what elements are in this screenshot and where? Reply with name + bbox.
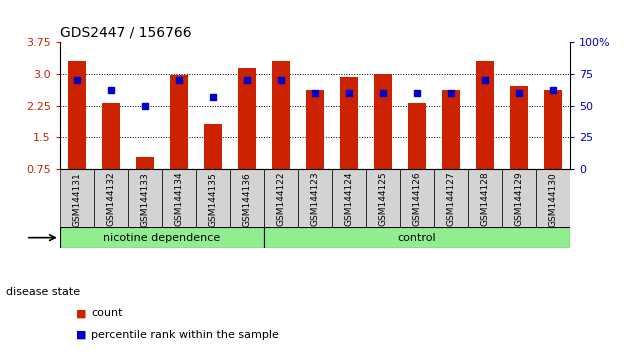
Bar — [434, 169, 468, 228]
Point — [548, 88, 558, 93]
Text: GSM144122: GSM144122 — [277, 172, 285, 226]
Point — [208, 94, 218, 99]
Text: GSM144132: GSM144132 — [106, 172, 115, 227]
Point — [446, 90, 456, 96]
Text: control: control — [398, 233, 437, 242]
Bar — [60, 228, 264, 248]
Text: ■: ■ — [76, 330, 86, 339]
Point — [412, 90, 422, 96]
Text: GSM144125: GSM144125 — [379, 172, 387, 227]
Text: GSM144123: GSM144123 — [311, 172, 319, 227]
Bar — [332, 169, 366, 228]
Bar — [502, 169, 536, 228]
Bar — [544, 90, 563, 169]
Bar — [67, 61, 86, 169]
Bar — [366, 169, 400, 228]
Text: nicotine dependence: nicotine dependence — [103, 233, 220, 242]
Text: count: count — [91, 308, 123, 318]
Point — [480, 78, 490, 83]
Bar — [306, 90, 324, 169]
Point — [174, 78, 184, 83]
Point — [310, 90, 320, 96]
Point — [140, 103, 150, 108]
Bar — [101, 103, 120, 169]
Text: GSM144133: GSM144133 — [140, 172, 149, 227]
Bar — [238, 68, 256, 169]
Text: GSM144135: GSM144135 — [209, 172, 217, 227]
Text: GSM144126: GSM144126 — [413, 172, 421, 227]
Bar — [60, 169, 94, 228]
Bar — [203, 124, 222, 169]
Point — [378, 90, 388, 96]
Bar — [510, 86, 529, 169]
Point — [106, 88, 116, 93]
Text: GSM144134: GSM144134 — [175, 172, 183, 227]
Text: disease state: disease state — [6, 287, 81, 297]
Text: GSM144136: GSM144136 — [243, 172, 251, 227]
Bar — [340, 78, 358, 169]
Point — [276, 78, 286, 83]
Bar — [264, 169, 298, 228]
Text: GDS2447 / 156766: GDS2447 / 156766 — [60, 26, 192, 40]
Bar — [196, 169, 230, 228]
Bar — [162, 169, 196, 228]
Point — [514, 90, 524, 96]
Bar — [264, 228, 570, 248]
Bar — [128, 169, 162, 228]
Bar — [230, 169, 264, 228]
Bar — [400, 169, 434, 228]
Bar — [408, 103, 427, 169]
Bar — [94, 169, 128, 228]
Bar — [442, 90, 461, 169]
Bar — [536, 169, 570, 228]
Bar — [374, 74, 392, 169]
Text: GSM144130: GSM144130 — [549, 172, 558, 227]
Bar — [476, 61, 495, 169]
Bar — [135, 158, 154, 169]
Bar — [272, 61, 290, 169]
Bar — [298, 169, 332, 228]
Bar — [169, 75, 188, 169]
Text: GSM144127: GSM144127 — [447, 172, 455, 227]
Text: GSM144129: GSM144129 — [515, 172, 524, 227]
Text: percentile rank within the sample: percentile rank within the sample — [91, 330, 279, 339]
Text: ■: ■ — [76, 308, 86, 318]
Text: GSM144131: GSM144131 — [72, 172, 81, 227]
Text: GSM144124: GSM144124 — [345, 172, 353, 226]
Bar — [468, 169, 502, 228]
Point — [242, 78, 252, 83]
Point — [344, 90, 354, 96]
Text: GSM144128: GSM144128 — [481, 172, 490, 227]
Point — [72, 78, 82, 83]
